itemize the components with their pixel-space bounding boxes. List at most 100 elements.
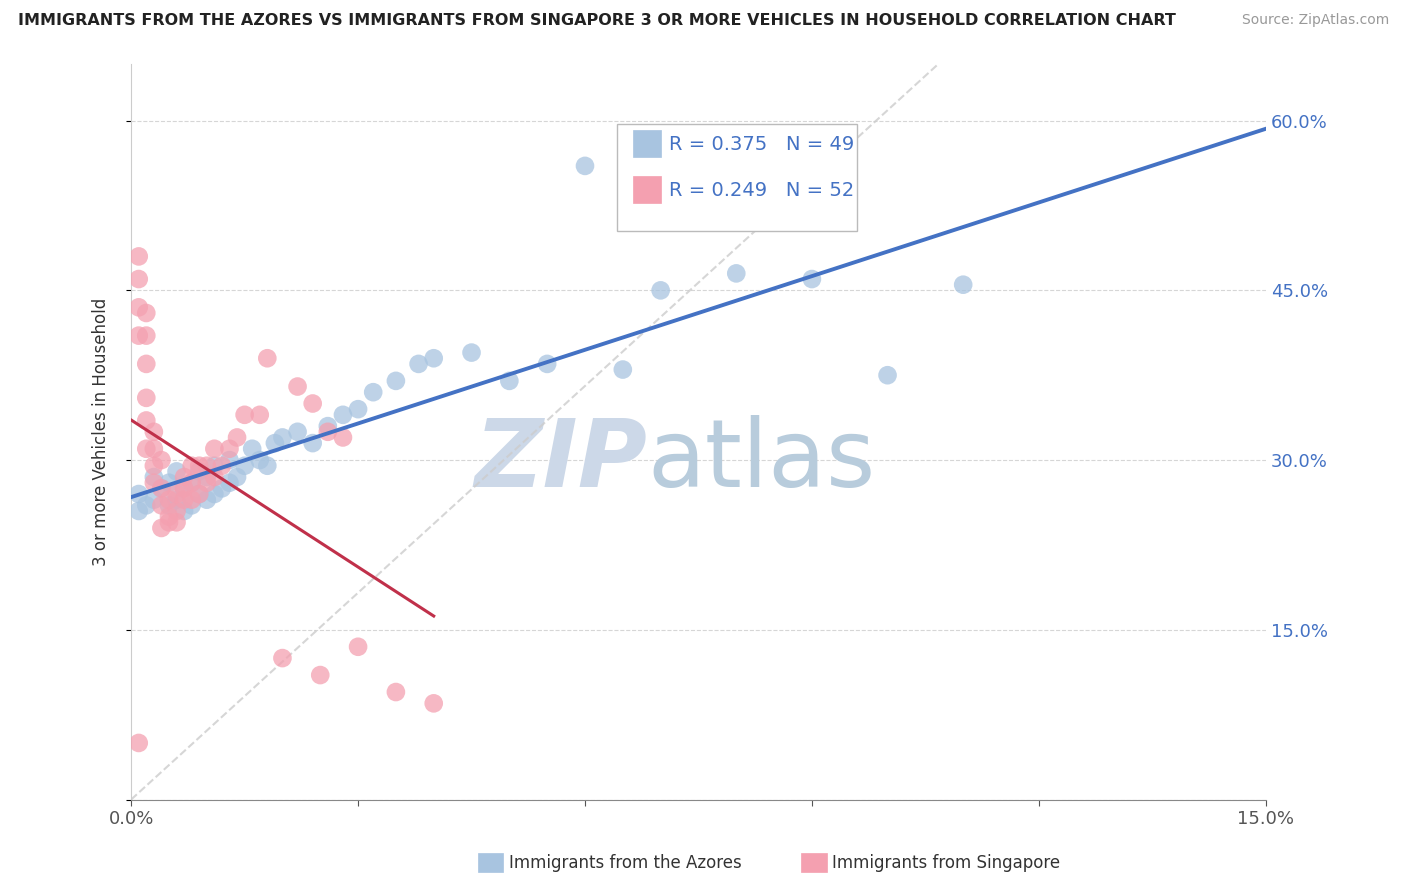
Text: ZIP: ZIP bbox=[474, 415, 647, 508]
Point bbox=[574, 159, 596, 173]
Point bbox=[725, 266, 748, 280]
Point bbox=[460, 345, 482, 359]
Point bbox=[166, 516, 188, 530]
Point bbox=[332, 430, 354, 444]
Point bbox=[128, 328, 150, 343]
Point bbox=[128, 504, 150, 518]
Y-axis label: 3 or more Vehicles in Household: 3 or more Vehicles in Household bbox=[93, 298, 110, 566]
Point bbox=[188, 487, 211, 501]
Point bbox=[135, 328, 157, 343]
Point bbox=[211, 481, 233, 495]
Point bbox=[301, 436, 323, 450]
Point bbox=[218, 442, 240, 456]
Point bbox=[408, 357, 430, 371]
Point bbox=[166, 487, 188, 501]
Point bbox=[249, 453, 271, 467]
Point bbox=[166, 492, 188, 507]
Point bbox=[173, 481, 195, 495]
Point bbox=[166, 504, 188, 518]
Point bbox=[800, 272, 823, 286]
Point bbox=[211, 458, 233, 473]
Point bbox=[173, 481, 195, 495]
Point bbox=[385, 685, 408, 699]
Point bbox=[128, 736, 150, 750]
Point bbox=[150, 521, 173, 535]
Point bbox=[173, 470, 195, 484]
Point bbox=[173, 504, 195, 518]
Point bbox=[287, 425, 309, 439]
Point bbox=[332, 408, 354, 422]
Point bbox=[128, 301, 150, 315]
Point bbox=[195, 458, 218, 473]
Point bbox=[157, 492, 180, 507]
Point bbox=[536, 357, 558, 371]
Point bbox=[202, 458, 225, 473]
Point bbox=[195, 492, 218, 507]
Point bbox=[264, 436, 287, 450]
Point bbox=[256, 458, 278, 473]
Point bbox=[135, 357, 157, 371]
Point bbox=[188, 458, 211, 473]
Point bbox=[142, 492, 165, 507]
Point bbox=[150, 453, 173, 467]
Point bbox=[180, 492, 202, 507]
Point bbox=[347, 402, 370, 417]
Point bbox=[218, 475, 240, 490]
Point bbox=[256, 351, 278, 366]
Point bbox=[188, 464, 211, 478]
Text: atlas: atlas bbox=[647, 415, 876, 508]
Text: R = 0.249   N = 52: R = 0.249 N = 52 bbox=[669, 181, 855, 201]
Point bbox=[202, 487, 225, 501]
Point bbox=[135, 391, 157, 405]
Point bbox=[157, 509, 180, 524]
Point bbox=[142, 470, 165, 484]
Point bbox=[142, 442, 165, 456]
Point bbox=[157, 475, 180, 490]
Point bbox=[612, 362, 634, 376]
Point bbox=[188, 487, 211, 501]
Point bbox=[142, 425, 165, 439]
Text: Source: ZipAtlas.com: Source: ZipAtlas.com bbox=[1241, 13, 1389, 28]
Point bbox=[173, 492, 195, 507]
Point bbox=[218, 453, 240, 467]
Point bbox=[498, 374, 520, 388]
Point bbox=[180, 499, 202, 513]
Point bbox=[166, 464, 188, 478]
Point bbox=[422, 697, 444, 711]
Point bbox=[135, 306, 157, 320]
Point bbox=[135, 499, 157, 513]
Point bbox=[876, 368, 898, 383]
Point bbox=[271, 430, 294, 444]
Point bbox=[195, 475, 218, 490]
Point bbox=[226, 470, 249, 484]
Point bbox=[240, 442, 263, 456]
Point bbox=[128, 272, 150, 286]
Point bbox=[157, 516, 180, 530]
Point bbox=[309, 668, 332, 682]
Point bbox=[142, 458, 165, 473]
Text: Immigrants from Singapore: Immigrants from Singapore bbox=[832, 854, 1060, 871]
Point bbox=[142, 475, 165, 490]
Point bbox=[316, 419, 339, 434]
Text: IMMIGRANTS FROM THE AZORES VS IMMIGRANTS FROM SINGAPORE 3 OR MORE VEHICLES IN HO: IMMIGRANTS FROM THE AZORES VS IMMIGRANTS… bbox=[18, 13, 1177, 29]
Point bbox=[135, 442, 157, 456]
Point bbox=[650, 284, 672, 298]
Point bbox=[271, 651, 294, 665]
Point bbox=[347, 640, 370, 654]
Point bbox=[316, 425, 339, 439]
Point bbox=[226, 430, 249, 444]
Point bbox=[135, 413, 157, 427]
Point bbox=[301, 396, 323, 410]
Point bbox=[287, 379, 309, 393]
Point bbox=[128, 249, 150, 263]
Point bbox=[157, 499, 180, 513]
Point bbox=[202, 442, 225, 456]
Point bbox=[180, 458, 202, 473]
Point bbox=[385, 374, 408, 388]
Point bbox=[233, 408, 256, 422]
Point bbox=[150, 481, 173, 495]
Point bbox=[195, 470, 218, 484]
Point bbox=[128, 487, 150, 501]
Text: R = 0.375   N = 49: R = 0.375 N = 49 bbox=[669, 136, 855, 154]
Point bbox=[150, 481, 173, 495]
